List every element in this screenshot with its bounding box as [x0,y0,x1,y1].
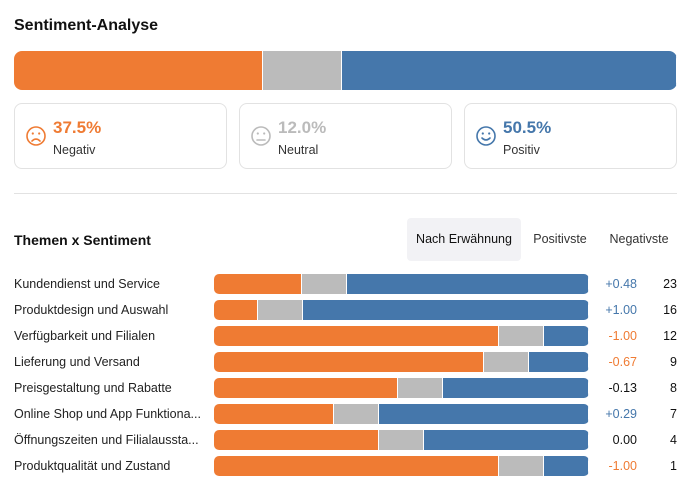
theme-count: 1 [670,459,677,473]
theme-score: -0.67 [608,355,638,369]
theme-segment [214,300,258,320]
theme-score: +1.00 [605,303,637,317]
section-title: Themen x Sentiment [14,232,151,248]
theme-segment [379,404,589,424]
theme-name: Verfügbarkeit und Filialen [14,329,156,343]
theme-segment [424,430,589,450]
sentiment-label: Positiv [503,143,540,157]
theme-score: +0.48 [605,277,637,291]
sentiment-percent: 12.0% [278,118,327,137]
theme-name: Kundendienst und Service [14,277,160,291]
theme-segment [529,352,589,372]
theme-segment [214,352,484,372]
overall-bar [14,51,677,90]
theme-bar [214,404,589,424]
theme-segment [214,430,379,450]
theme-name: Produktqualität und Zustand [14,459,171,473]
overall-segment [14,51,263,90]
theme-segment [334,404,379,424]
sentiment-icon [26,126,46,146]
sentiment-percent: 37.5% [53,118,102,137]
theme-segment [214,404,334,424]
sentiment-label: Neutral [278,143,319,157]
theme-count: 4 [670,433,677,447]
sort-tab[interactable]: Positivste [533,232,587,246]
theme-segment [484,352,529,372]
theme-count: 23 [663,277,677,291]
theme-segment [544,326,589,346]
sentiment-card: 50.5% Positiv [464,103,677,169]
theme-segment [379,430,424,450]
title: Sentiment-Analyse [14,17,159,34]
theme-segment [499,326,544,346]
sentiment-label: Negativ [53,143,96,157]
theme-bar [214,300,589,320]
theme-segment [442,378,589,398]
divider [14,193,677,194]
theme-bar [214,456,589,476]
theme-count: 9 [670,355,677,369]
theme-name: Online Shop und App Funktiona... [14,407,201,421]
theme-score: -1.00 [608,459,638,473]
theme-segment [397,378,443,398]
theme-count: 12 [663,329,677,343]
sentiment-percent: 50.5% [503,118,552,137]
theme-segment [499,456,544,476]
theme-bar [214,430,589,450]
theme-bar [214,378,589,398]
theme-score: +0.29 [605,407,637,421]
theme-name: Öffnungszeiten und Filialaussta... [14,433,199,447]
theme-score: 0.00 [612,433,637,447]
sort-tab[interactable]: Nach Erwähnung [407,218,521,261]
theme-segment [257,300,303,320]
overall-segment [262,51,343,90]
theme-count: 7 [670,407,677,421]
theme-segment [214,378,398,398]
theme-score: -0.13 [608,381,638,395]
theme-count: 16 [663,303,677,317]
theme-segment [347,274,589,294]
sentiment-card: 37.5% Negativ [14,103,227,169]
theme-segment [544,456,589,476]
theme-segment [214,456,499,476]
theme-name: Lieferung und Versand [14,355,140,369]
theme-segment [214,326,499,346]
theme-score: -1.00 [608,329,638,343]
sentiment-icon [476,126,496,146]
sentiment-icon [251,126,271,146]
theme-bar [214,352,589,372]
theme-segment [214,274,303,294]
sentiment-card: 12.0% Neutral [239,103,452,169]
theme-name: Produktdesign und Auswahl [14,303,169,317]
theme-segment [302,274,348,294]
sort-tab[interactable]: Negativste [609,232,669,246]
theme-bar [214,274,589,294]
theme-bar [214,326,589,346]
theme-segment [302,300,589,320]
overall-segment [342,51,677,90]
theme-count: 8 [670,381,677,395]
theme-name: Preisgestaltung und Rabatte [14,381,172,395]
